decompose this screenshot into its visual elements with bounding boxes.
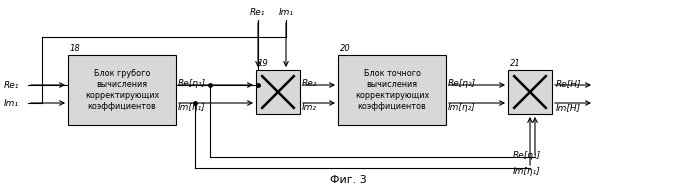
Text: Блок грубого
вычисления
корректирующих
коэффициентов: Блок грубого вычисления корректирующих к… [85,69,159,111]
Bar [256,70,300,114]
Text: Im[η₁]: Im[η₁] [513,168,541,176]
Text: Блок точного
вычисления
корректирующих
коэффициентов: Блок точного вычисления корректирующих к… [355,69,429,111]
Text: 20: 20 [340,44,351,53]
Text: Im[η₂]: Im[η₂] [448,104,476,113]
Text: Re[H]: Re[H] [556,80,581,89]
Text: Re[η₂]: Re[η₂] [448,80,476,89]
Bar [338,55,446,125]
Text: 19: 19 [258,59,269,68]
Text: Im₁: Im₁ [279,8,293,17]
Text: Фиг. 3: Фиг. 3 [330,175,367,185]
Bar [508,70,552,114]
Text: 18: 18 [70,44,81,53]
Text: Re[η₁]: Re[η₁] [513,152,541,160]
Text: Re[η₁]: Re[η₁] [178,80,206,89]
Text: Im₂: Im₂ [302,104,317,113]
Text: Im[H]: Im[H] [556,104,581,113]
Text: 21: 21 [510,59,521,68]
Text: Re₁: Re₁ [250,8,265,17]
Text: Im₁: Im₁ [4,98,19,107]
Text: Re₁: Re₁ [4,81,20,90]
Bar [68,55,176,125]
Text: Im[η₁]: Im[η₁] [178,104,206,113]
Text: Re₂: Re₂ [302,80,317,89]
